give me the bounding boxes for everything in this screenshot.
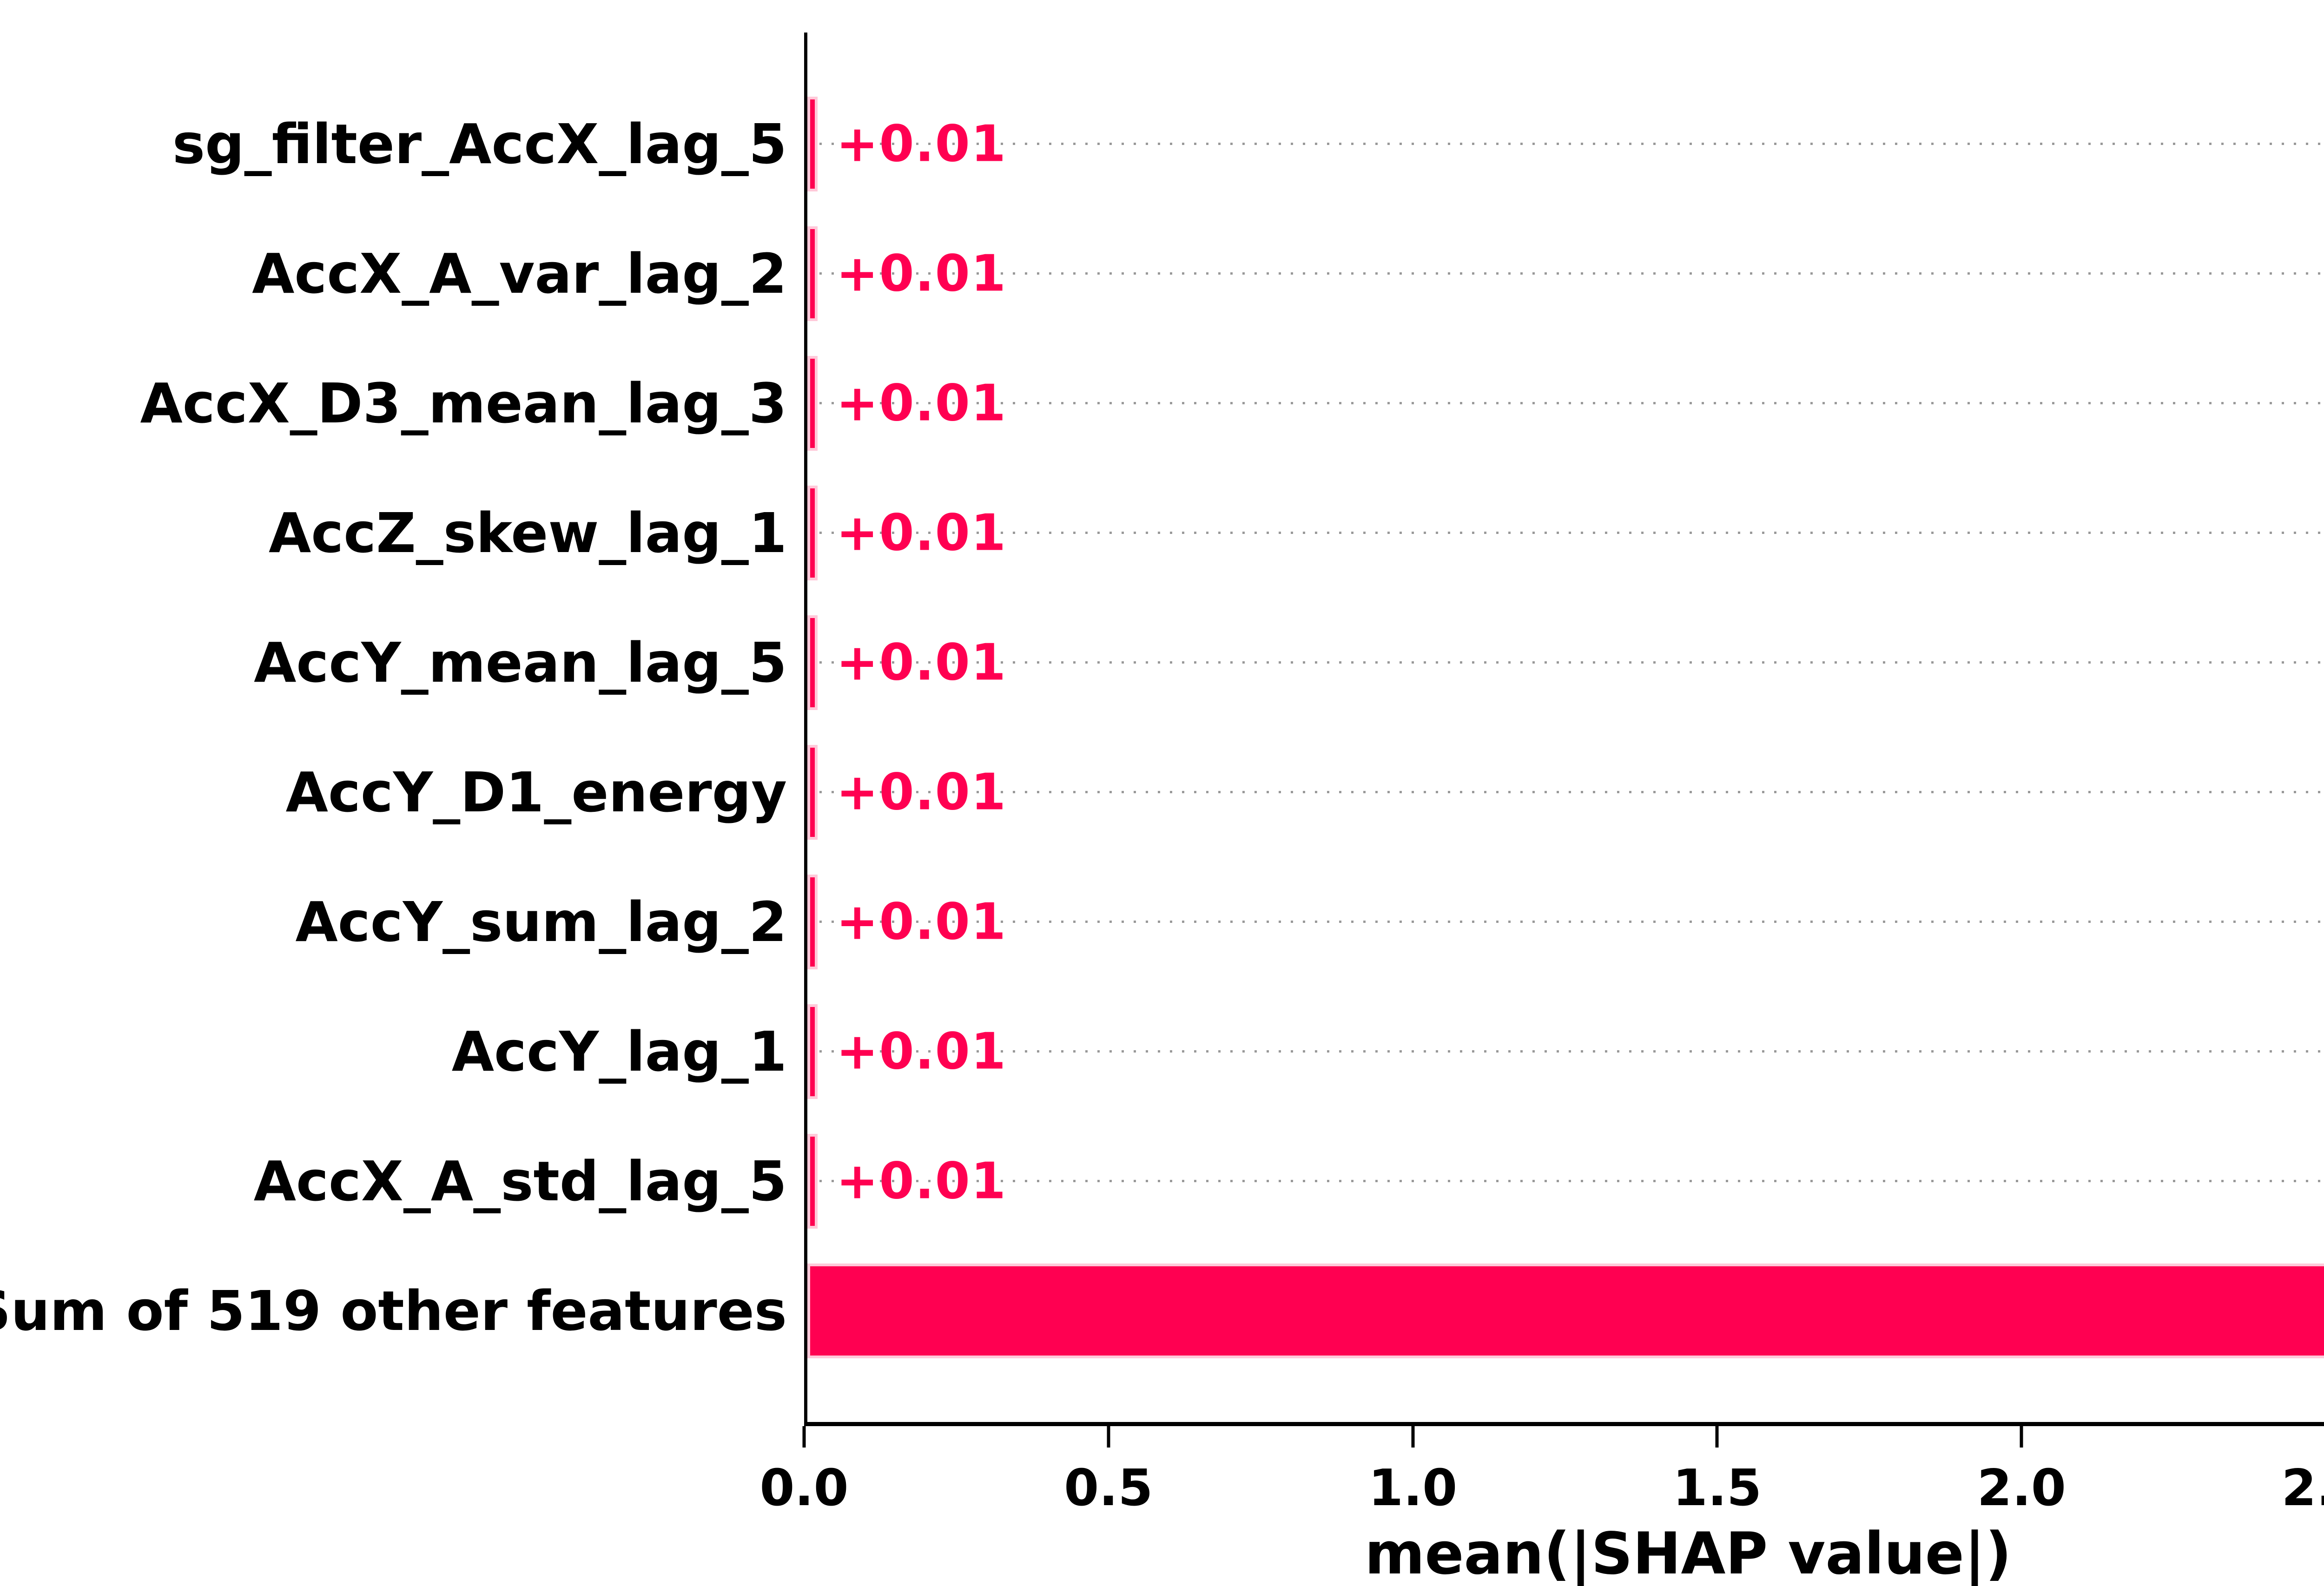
feature-label: AccY_mean_lag_5 [254, 630, 787, 695]
gridline [807, 142, 2324, 145]
feature-label: AccX_A_std_lag_5 [253, 1149, 787, 1213]
x-tick-mark [1107, 1426, 1110, 1448]
gridline [807, 790, 2324, 793]
x-axis-label: mean(|SHAP value|) [1365, 1520, 2012, 1586]
bar-value-label: +0.01 [836, 893, 1007, 951]
feature-label: AccX_A_var_lag_2 [252, 241, 787, 306]
bar-value-label: +0.01 [836, 374, 1007, 432]
bar-value-label: +0.01 [836, 763, 1007, 821]
x-tick-mark [2020, 1426, 2023, 1448]
gridline [807, 661, 2324, 664]
bar [807, 744, 818, 840]
gridline [807, 1050, 2324, 1053]
x-tick-label: 2.0 [1977, 1459, 2066, 1517]
bar [807, 485, 818, 580]
bar-value-label: +0.01 [836, 633, 1007, 691]
bar-value-label: +0.01 [836, 1152, 1007, 1210]
bar-value-label: +0.01 [836, 115, 1007, 173]
gridline [807, 920, 2324, 923]
x-tick-label: 1.0 [1368, 1459, 1458, 1517]
feature-label: Sum of 519 other features [0, 1278, 787, 1343]
plot-area: +0.01 +0.01 +0.01 +0.01 +0.01 +0.01 +0.01 +0.01… [804, 33, 2324, 1426]
feature-label: sg_filter_AccX_lag_5 [172, 112, 787, 176]
bar [807, 1004, 818, 1099]
x-tick-label: 1.5 [1672, 1459, 1762, 1517]
gridline [807, 272, 2324, 275]
bar-value-label: +0.01 [836, 504, 1007, 562]
gridline [807, 401, 2324, 404]
feature-label: AccZ_skew_lag_1 [268, 500, 787, 565]
feature-label: AccX_D3_mean_lag_3 [140, 371, 787, 435]
x-tick-label: 2.5 [2281, 1459, 2324, 1517]
bar [807, 355, 818, 451]
bar [807, 874, 818, 969]
bar-value-label: +0.01 [836, 1022, 1007, 1080]
bar [807, 615, 818, 710]
gridline [807, 531, 2324, 534]
feature-label: AccY_sum_lag_2 [295, 889, 787, 954]
x-tick-mark [1715, 1426, 1719, 1448]
bar-value-label: +0.01 [836, 244, 1007, 303]
feature-label: AccY_lag_1 [451, 1019, 787, 1084]
bar [807, 1133, 818, 1229]
x-tick-mark [1411, 1426, 1415, 1448]
x-tick-label: 0.5 [1064, 1459, 1153, 1517]
x-tick-label: 0.0 [759, 1459, 849, 1517]
gridline [807, 1179, 2324, 1182]
bar [807, 1263, 2324, 1358]
x-tick-mark [802, 1426, 806, 1448]
bar [807, 96, 818, 191]
bar [807, 226, 818, 321]
feature-label: AccY_D1_energy [285, 760, 787, 824]
